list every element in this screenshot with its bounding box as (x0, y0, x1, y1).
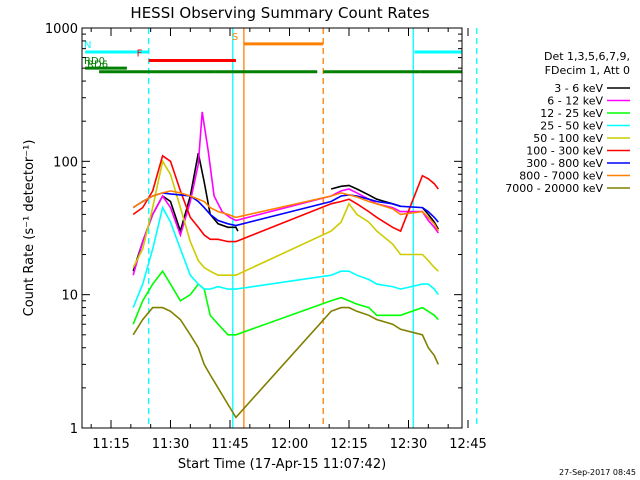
x-tick-label: 12:45 (449, 437, 486, 452)
x-tick-label: 12:30 (390, 437, 427, 452)
y-tick-label: 1000 (45, 22, 78, 37)
x-tick-label: 11:45 (211, 437, 248, 452)
legend-label: 6 - 12 keV (547, 95, 603, 108)
legend-label: 12 - 25 keV (540, 107, 603, 120)
series-line (132, 190, 440, 232)
x-tick-label: 11:15 (92, 437, 129, 452)
x-tick-label: 11:30 (152, 437, 189, 452)
series-line (132, 205, 439, 308)
legend-header: FDecim 1, Att 0 (545, 64, 630, 77)
series-line (132, 192, 439, 227)
footer-timestamp: 27-Sep-2017 08:45 (559, 468, 636, 477)
y-axis-label: Count Rate (s⁻¹ detector⁻¹) (22, 140, 37, 317)
legend-label: 25 - 50 keV (540, 120, 603, 133)
y-tick-label: 1 (70, 422, 78, 437)
legend-header: Det 1,3,5,6,7,9, (544, 50, 630, 63)
flag-label: F (137, 49, 143, 60)
legend-label: 50 - 100 keV (533, 132, 603, 145)
chart-title: HESSI Observing Summary Count Rates (130, 4, 429, 22)
legend-label: 300 - 800 keV (526, 157, 603, 170)
series-line (132, 159, 439, 276)
legend-label: 7000 - 20000 keV (505, 182, 603, 195)
series-layer (132, 111, 440, 419)
y-axis-ticks: 1 10 100 1000 (45, 22, 462, 437)
flag-label: RD0 (84, 56, 105, 67)
flag-label: N (84, 40, 91, 51)
legend-label: 800 - 7000 keV (519, 170, 603, 183)
flag-label: RD6 (87, 60, 108, 71)
x-axis-ticks: 11:15 11:30 11:45 12:00 12:15 12:30 12:45 (90, 28, 487, 452)
y-tick-label: 10 (61, 289, 78, 304)
y-tick-label: 100 (53, 155, 78, 170)
x-axis-label: Start Time (17-Apr-15 11:07:42) (178, 457, 386, 472)
series-line (132, 306, 440, 419)
legend-label: 3 - 6 keV (554, 82, 603, 95)
series-line (132, 269, 439, 336)
x-tick-label: 12:00 (271, 437, 308, 452)
series-line (132, 111, 439, 276)
plot-frame (81, 27, 463, 429)
legend-label: 100 - 300 keV (526, 145, 603, 158)
series-line (132, 154, 439, 243)
flag-label: S (232, 32, 238, 43)
x-tick-label: 12:15 (330, 437, 367, 452)
legend: Det 1,3,5,6,7,9,FDecim 1, Att 0 3 - 6 keV… (505, 50, 630, 195)
